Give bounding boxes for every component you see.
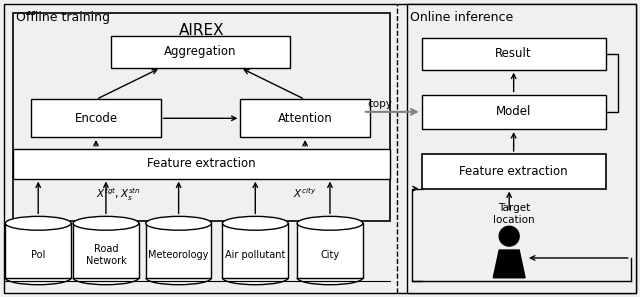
Text: Attention: Attention xyxy=(278,112,332,125)
Text: Encode: Encode xyxy=(74,112,118,125)
Text: Feature extraction: Feature extraction xyxy=(460,165,568,178)
Bar xyxy=(13,149,390,179)
Bar xyxy=(31,99,161,137)
Text: Model: Model xyxy=(496,105,531,118)
Ellipse shape xyxy=(297,216,363,230)
Ellipse shape xyxy=(146,216,211,230)
Polygon shape xyxy=(493,250,525,278)
Text: City: City xyxy=(321,250,339,260)
Text: Offline training: Offline training xyxy=(17,11,110,24)
Bar xyxy=(73,223,139,278)
Circle shape xyxy=(499,226,519,246)
Bar xyxy=(13,13,390,221)
Text: Feature extraction: Feature extraction xyxy=(147,157,256,170)
Text: Online inference: Online inference xyxy=(410,11,513,24)
Bar xyxy=(406,4,636,293)
Bar xyxy=(297,223,363,278)
Bar xyxy=(422,94,605,129)
Bar xyxy=(146,223,211,278)
Bar xyxy=(5,223,71,278)
Text: PoI: PoI xyxy=(31,250,45,260)
Ellipse shape xyxy=(223,216,288,230)
Bar xyxy=(422,38,605,70)
Ellipse shape xyxy=(73,216,139,230)
Text: Air pollutant: Air pollutant xyxy=(225,250,285,260)
Bar xyxy=(223,223,288,278)
Ellipse shape xyxy=(5,216,71,230)
Bar xyxy=(241,99,370,137)
Text: copy: copy xyxy=(367,99,392,109)
Text: Road
Network: Road Network xyxy=(86,244,126,266)
Bar xyxy=(111,36,290,68)
Bar xyxy=(422,154,605,189)
Text: AIREX: AIREX xyxy=(179,23,225,38)
Text: $X^{tgt}, X_s^{stn}$: $X^{tgt}, X_s^{stn}$ xyxy=(96,187,141,203)
Text: Aggregation: Aggregation xyxy=(164,45,237,59)
Text: Meteorology: Meteorology xyxy=(148,250,209,260)
Text: Target
location: Target location xyxy=(493,203,535,225)
Text: $X^{city}$: $X^{city}$ xyxy=(293,187,317,200)
Text: Result: Result xyxy=(495,48,532,60)
